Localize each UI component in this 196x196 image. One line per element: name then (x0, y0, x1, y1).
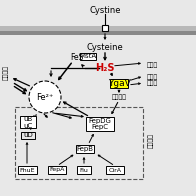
Bar (0, 31, 196, 35)
Text: 轉录活化: 轉录活化 (112, 94, 126, 100)
Bar (102, 25, 108, 31)
Text: H₂S: H₂S (95, 63, 115, 73)
Bar (86, 117, 114, 131)
Bar (48, 166, 66, 174)
Bar (80, 53, 96, 60)
Bar (110, 79, 128, 87)
Text: Fiu: Fiu (80, 168, 88, 172)
Text: CirA: CirA (109, 168, 122, 172)
Text: 鐵的吸收: 鐵的吸收 (148, 132, 154, 148)
Bar (15, 107, 143, 179)
Text: Cysteine: Cysteine (87, 43, 123, 52)
Text: Cystine: Cystine (89, 5, 121, 15)
Bar (76, 145, 94, 153)
Bar (17, 166, 36, 174)
Bar (21, 132, 35, 139)
Bar (77, 166, 91, 174)
Text: FepA: FepA (49, 168, 65, 172)
Text: uD: uD (23, 132, 33, 138)
Text: MstA: MstA (79, 53, 97, 59)
Circle shape (29, 81, 61, 113)
Text: 抗生素: 抗生素 (147, 62, 158, 68)
Text: YgaV: YgaV (108, 79, 130, 87)
Bar (20, 116, 36, 128)
Text: FhuE: FhuE (19, 168, 35, 172)
Text: 細胞的鐵: 細胞的鐵 (3, 64, 9, 80)
Text: Fe²⁺: Fe²⁺ (36, 93, 54, 102)
Bar (106, 166, 124, 174)
Bar (0, 26, 196, 31)
Text: FeS: FeS (70, 53, 84, 62)
Text: FepB: FepB (76, 146, 93, 152)
Text: FepDG
FepC: FepDG FepC (89, 117, 112, 131)
Text: 維持細
氧化透: 維持細 氧化透 (147, 74, 158, 86)
Text: uB
uC: uB uC (23, 115, 33, 129)
